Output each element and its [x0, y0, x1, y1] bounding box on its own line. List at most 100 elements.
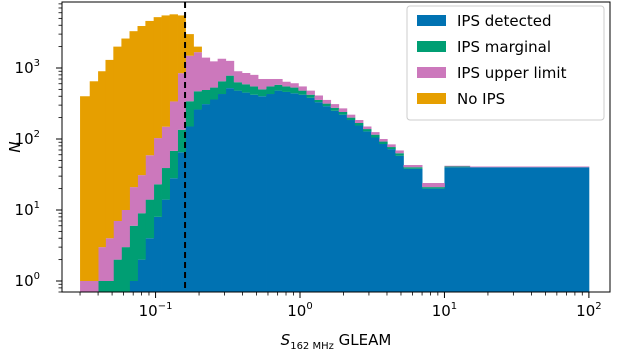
- bar-ips-upper-limit: [185, 55, 194, 102]
- bar-ips-upper-limit: [306, 90, 315, 95]
- legend-swatch-ips-marginal: [417, 41, 446, 52]
- bar-ips-marginal: [201, 89, 211, 105]
- bar-ips-marginal: [395, 153, 404, 156]
- plot-frame: [61, 1, 611, 293]
- bar-ips-detected: [387, 149, 396, 292]
- bar-ips-upper-limit: [379, 138, 388, 142]
- bar-ips-upper-limit: [161, 126, 170, 169]
- bar-ips-marginal: [354, 123, 364, 126]
- bar-ips-upper-limit: [98, 247, 106, 281]
- bar-ips-detected: [185, 126, 194, 293]
- y-axis-label: N: [6, 141, 24, 152]
- bar-no-ips: [80, 96, 91, 281]
- bar-ips-detected: [282, 91, 291, 292]
- bar-ips-marginal: [241, 84, 251, 93]
- bar-no-ips: [193, 46, 202, 53]
- bar-ips-detected: [258, 96, 267, 292]
- bar-ips-detected: [469, 167, 590, 292]
- bar-ips-marginal: [113, 259, 122, 292]
- bar-ips-detected: [177, 152, 186, 292]
- bar-ips-detected: [241, 92, 251, 292]
- bar-ips-marginal: [209, 87, 219, 100]
- bar-ips-marginal: [153, 184, 162, 217]
- x-axis-label: S162 MHz GLEAM: [281, 331, 392, 352]
- legend-swatch-no-ips: [417, 93, 446, 104]
- bar-ips-upper-limit: [403, 165, 423, 168]
- bar-ips-upper-limit: [209, 61, 219, 88]
- y-tick-label: 100: [15, 271, 40, 290]
- bar-ips-detected: [129, 281, 138, 292]
- bar-ips-upper-limit: [201, 57, 211, 90]
- y-tick-label: 103: [15, 58, 40, 77]
- bar-ips-marginal: [233, 82, 243, 91]
- bar-ips-detected: [330, 110, 340, 293]
- bar-ips-marginal: [338, 112, 348, 115]
- bar-ips-upper-limit: [169, 101, 178, 151]
- bar-ips-marginal: [379, 141, 388, 145]
- bar-ips-detected: [217, 94, 227, 293]
- bar-ips-marginal: [105, 281, 114, 292]
- bar-ips-detected: [403, 168, 423, 292]
- bar-no-ips: [153, 17, 162, 139]
- bar-ips-marginal: [121, 247, 130, 292]
- bar-ips-upper-limit: [338, 108, 348, 112]
- bar-ips-marginal: [387, 147, 396, 150]
- bar-ips-marginal: [371, 134, 380, 138]
- bar-ips-upper-limit: [282, 81, 291, 87]
- bar-ips-marginal: [282, 86, 291, 92]
- legend-label-ips-detected: IPS detected: [457, 12, 552, 30]
- bar-ips-upper-limit: [89, 281, 99, 292]
- bar-ips-upper-limit: [290, 83, 299, 88]
- bar-ips-detected: [298, 94, 307, 293]
- bar-no-ips: [137, 26, 146, 176]
- bar-ips-upper-limit: [217, 58, 227, 82]
- legend-label-ips-upper-limit: IPS upper limit: [457, 64, 567, 82]
- bar-ips-upper-limit: [314, 95, 323, 100]
- bar-ips-marginal: [129, 225, 138, 281]
- bar-ips-detected: [233, 90, 243, 293]
- bar-ips-upper-limit: [80, 281, 91, 292]
- histogram-bars: [80, 14, 590, 293]
- bar-ips-upper-limit: [387, 144, 396, 148]
- bar-ips-detected: [444, 167, 471, 292]
- bar-ips-detected: [346, 120, 356, 293]
- bar-ips-upper-limit: [371, 132, 380, 135]
- bar-ips-detected: [354, 125, 364, 292]
- x-tick-label: 102: [576, 301, 601, 320]
- bar-ips-detected: [145, 238, 155, 292]
- bar-ips-marginal: [225, 75, 235, 89]
- bar-ips-detected: [201, 104, 211, 292]
- bar-no-ips: [105, 59, 114, 239]
- bar-ips-upper-limit: [105, 238, 114, 281]
- bar-ips-upper-limit: [137, 175, 146, 214]
- bar-ips-detected: [322, 106, 332, 292]
- bar-no-ips: [98, 71, 106, 248]
- bar-no-ips: [145, 20, 155, 156]
- bar-ips-detected: [193, 109, 202, 292]
- bar-ips-detected: [338, 114, 348, 293]
- bar-ips-upper-limit: [274, 78, 283, 85]
- bar-ips-marginal: [314, 99, 323, 103]
- bar-ips-marginal: [169, 150, 178, 179]
- bar-ips-detected: [137, 259, 146, 292]
- bar-ips-upper-limit: [153, 138, 162, 185]
- bar-ips-marginal: [444, 166, 471, 168]
- bar-ips-marginal: [290, 87, 299, 94]
- bar-ips-marginal: [403, 167, 423, 169]
- bar-ips-upper-limit: [266, 78, 275, 87]
- bar-no-ips: [169, 14, 178, 102]
- bar-ips-upper-limit: [444, 165, 471, 167]
- bar-ips-detected: [314, 102, 323, 293]
- bar-ips-marginal: [306, 94, 315, 98]
- bar-ips-detected: [266, 94, 275, 293]
- bar-no-ips: [129, 31, 138, 188]
- legend-swatch-ips-detected: [417, 15, 446, 26]
- legend-box: [406, 5, 605, 121]
- bar-ips-upper-limit: [346, 114, 356, 118]
- bar-ips-upper-limit: [469, 166, 590, 168]
- bar-ips-marginal: [145, 199, 155, 239]
- bar-ips-marginal: [161, 168, 170, 200]
- bar-ips-detected: [362, 131, 372, 292]
- x-tick-label: 101: [432, 301, 457, 320]
